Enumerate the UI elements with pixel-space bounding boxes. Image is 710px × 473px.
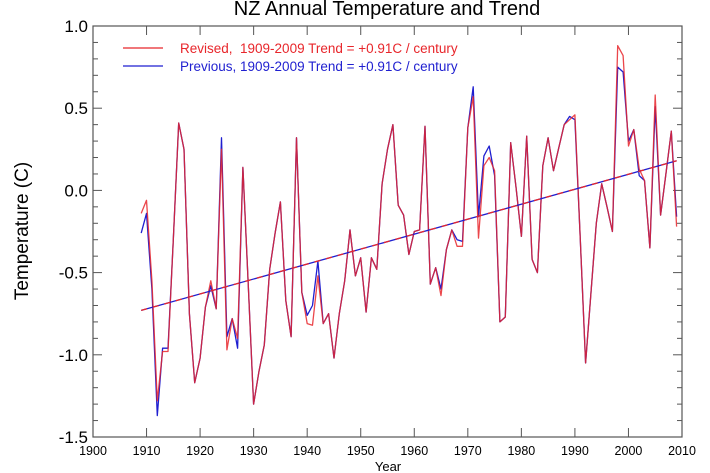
x-tick-label: 2000 (615, 444, 643, 458)
y-tick-label: -0.5 (59, 264, 88, 283)
x-tick-label: 1940 (293, 444, 321, 458)
x-axis-label: Year (375, 459, 402, 473)
x-tick-label: 1930 (240, 444, 268, 458)
plot-frame (92, 25, 683, 438)
x-tick-label: 1980 (507, 444, 535, 458)
y-tick-label: 0.5 (64, 99, 88, 118)
legend-label-previous: Previous, 1909-2009 Trend = +0.91C / cen… (180, 59, 458, 74)
y-tick-label: -1.0 (59, 346, 88, 365)
y-axis-label: Temperature (C) (12, 162, 33, 300)
x-tick-label: 1970 (454, 444, 482, 458)
x-tick-label: 1910 (133, 444, 161, 458)
y-tick-label: 1.0 (64, 17, 88, 36)
x-tick-label: 1920 (186, 444, 214, 458)
series-line-revised (140, 45, 678, 405)
x-tick-label: 1900 (79, 444, 107, 458)
chart-title: NZ Annual Temperature and Trend (234, 0, 540, 20)
x-tick-label: 1960 (400, 444, 428, 458)
legend: Revised, 1909-2009 Trend = +0.91C / cent… (123, 41, 458, 74)
series-layer (140, 45, 678, 417)
trend-line-revised (141, 160, 677, 312)
y-tick-label: 0.0 (64, 181, 88, 200)
series-points-previous (141, 67, 678, 417)
y-tick-labels: 1.0 0.5 0.0 -0.5 -1.0 -1.5 (59, 17, 88, 447)
x-tick-label: 2010 (668, 444, 696, 458)
x-tick-label: 1950 (347, 444, 375, 458)
legend-label-revised: Revised, 1909-2009 Trend = +0.91C / cent… (180, 41, 458, 56)
axis-ticks (92, 25, 683, 438)
x-tick-labels: 1900 1910 1920 1930 1940 1950 1960 1970 1980 1990… (79, 444, 696, 458)
y-tick-label: -1.5 (59, 428, 88, 447)
series-line-previous (140, 66, 678, 417)
x-tick-label: 1990 (561, 444, 589, 458)
